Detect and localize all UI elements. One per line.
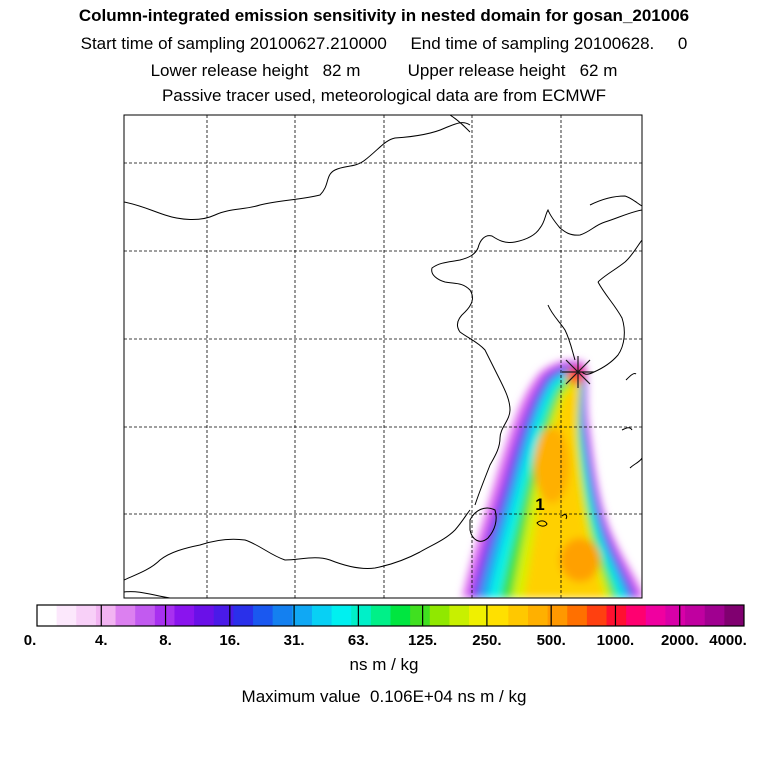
colorbar-cell [724, 605, 745, 626]
colorbar-cell [115, 605, 136, 626]
colorbar-cell [685, 605, 706, 626]
colorbar-cell [410, 605, 431, 626]
sampling-time-line: Start time of sampling 20100627.210000 E… [80, 34, 688, 53]
graticule-grid [124, 115, 642, 598]
colorbar-tick-label: 4000. [709, 632, 747, 649]
colorbar-cell [76, 605, 97, 626]
colorbar-cell [292, 605, 313, 626]
marker-label: 1 [535, 495, 544, 514]
colorbar-cell [547, 605, 568, 626]
colorbar-cell [370, 605, 391, 626]
colorbar-frame [36, 604, 745, 627]
colorbar-tick-label: 250. [472, 632, 502, 649]
colorbar-cell [469, 605, 490, 626]
colorbar-cell [95, 605, 117, 626]
colorbar-tick-label: 16. [219, 632, 241, 649]
sensitivity-plume [462, 360, 642, 598]
colorbar-tick-label: 2000. [660, 632, 699, 649]
plot-title: Column-integrated emission sensitivity i… [78, 6, 690, 25]
colorbar-cell [331, 605, 352, 626]
tracer-info-line: Passive tracer used, meteorological data… [161, 86, 607, 105]
coastlines [124, 115, 642, 598]
colorbar-cell [311, 605, 333, 626]
colorbar-cell [488, 605, 509, 626]
star-icon [562, 356, 594, 388]
colorbar-cell [390, 605, 411, 626]
colorbar-tick-label: 63. [347, 632, 369, 649]
maximum-value: Maximum value 0.106E+04 ns m / kg [241, 687, 527, 706]
colorbar-units: ns m / kg [349, 655, 419, 674]
colorbar-cell [626, 605, 647, 626]
colorbar-cell [253, 605, 274, 626]
release-height-line: Lower release height 82 m Upper release … [150, 61, 618, 80]
colorbar-cell [135, 605, 156, 626]
colorbar-tick-label: 4. [95, 632, 108, 649]
colorbar-cell [665, 605, 686, 626]
colorbar-cell [429, 605, 450, 626]
colorbar-cell [233, 605, 254, 626]
colorbar-cell [37, 605, 58, 626]
colorbar-tick-label: 0. [23, 632, 37, 649]
map-frame [123, 114, 643, 599]
colorbar-cell [704, 605, 725, 626]
colorbar-cell [645, 605, 666, 626]
colorbar-cell [586, 605, 608, 626]
colorbar-cell [213, 605, 234, 626]
colorbar-cell [272, 605, 293, 626]
colorbar-tick-label: 31. [283, 632, 305, 649]
colorbar-cell [351, 605, 372, 626]
colorbar-cell [606, 605, 627, 626]
colorbar-tick-label: 8. [159, 632, 172, 649]
colorbar-cell [527, 605, 549, 626]
colorbar-cell [508, 605, 529, 626]
colorbar-tick-label: 500. [536, 632, 566, 649]
colorbar-cell [56, 605, 77, 626]
colorbar-cell [567, 605, 588, 626]
colorbar-cell [194, 605, 215, 626]
colorbar-tick-label: 125. [408, 632, 438, 649]
colorbar-tick-label: 1000. [596, 632, 635, 649]
colorbar-cell [154, 605, 175, 626]
colorbar-cell [449, 605, 470, 626]
colorbar-cell [174, 605, 195, 626]
